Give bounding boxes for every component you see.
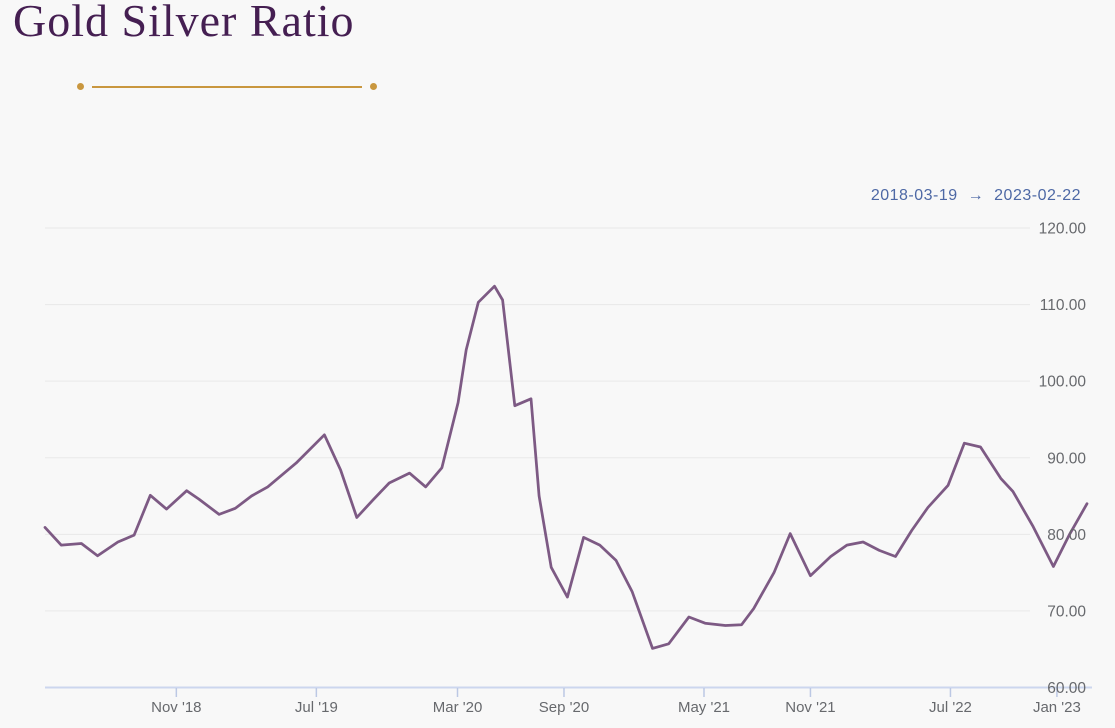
divider-rule xyxy=(92,85,362,88)
x-axis-label: Mar '20 xyxy=(433,699,483,716)
x-axis-label: Sep '20 xyxy=(539,699,589,716)
arrow-right-icon: → xyxy=(967,187,985,204)
ratio-line-series xyxy=(43,284,1089,650)
x-axis-label: May '21 xyxy=(678,699,730,716)
x-axis-label: Jul '22 xyxy=(929,699,972,716)
y-axis-label: 70.00 xyxy=(1047,603,1086,620)
divider-right-dot-icon xyxy=(370,83,377,90)
title-divider xyxy=(77,82,377,91)
page-title: Gold Silver Ratio xyxy=(13,0,355,46)
y-axis-label: 80.00 xyxy=(1047,527,1086,544)
x-axis-label: Nov '21 xyxy=(785,699,835,716)
end-date[interactable]: 2023-02-22 xyxy=(994,187,1081,204)
y-axis-label: 60.00 xyxy=(1047,680,1086,697)
y-axis-label: 100.00 xyxy=(1039,374,1087,391)
y-axis-label: 110.00 xyxy=(1040,297,1087,314)
divider-left-dot-icon xyxy=(77,83,84,90)
start-date[interactable]: 2018-03-19 xyxy=(870,187,958,204)
x-axis-label: Jul '19 xyxy=(295,699,338,716)
date-range: 2018-03-19 → 2023-02-22 xyxy=(871,187,1081,205)
y-axis-label: 120.00 xyxy=(1039,221,1087,238)
x-axis-label: Jan '23 xyxy=(1033,699,1081,716)
y-axis-label: 90.00 xyxy=(1047,450,1086,467)
x-axis-label: Nov '18 xyxy=(151,699,201,716)
